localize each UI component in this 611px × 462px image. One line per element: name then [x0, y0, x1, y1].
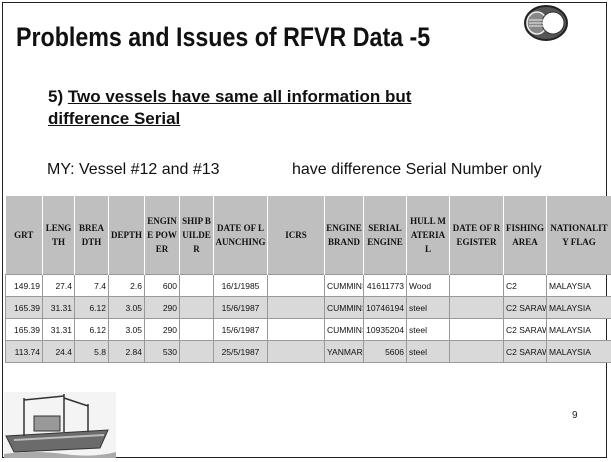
header-cell: DEPTH: [108, 196, 145, 275]
header-cell: HULL MATERIAL: [406, 196, 450, 275]
table-cell: 24.4: [42, 340, 75, 363]
table-cell: 6.12: [74, 296, 109, 319]
table-cell: Wood: [406, 274, 450, 297]
header-cell: LENGTH: [42, 196, 75, 275]
header-cell: SHIP BUILDER: [179, 196, 214, 275]
table-cell: 5606: [363, 340, 407, 363]
table-cell: 31.31: [42, 296, 75, 319]
table-cell: 530: [144, 340, 180, 363]
table-cell: [179, 274, 214, 297]
header-cell: ICRS: [267, 196, 325, 275]
header-cell: BREADTH: [74, 196, 109, 275]
data-table: GRT LENGTH BREADTH DEPTH ENGINE POWER SHIP BU…: [5, 196, 611, 363]
table-cell: 3.05: [108, 318, 145, 341]
table-cell: 113.74: [5, 340, 43, 363]
table-cell: C2: [503, 274, 547, 297]
subtitle-text: Two vessels have same all information bu…: [48, 87, 412, 128]
table-cell: C2 SARAWAK: [503, 340, 547, 363]
table-cell: 3.05: [108, 296, 145, 319]
table-cell: 600: [144, 274, 180, 297]
table-cell: CUMMINS: [324, 318, 364, 341]
table-cell: 27.4: [42, 274, 75, 297]
table-cell: [267, 318, 325, 341]
table-cell: 149.19: [5, 274, 43, 297]
table-cell: [179, 296, 214, 319]
table-cell: 15/6/1987: [213, 296, 268, 319]
table-cell: [179, 340, 214, 363]
note-right: have difference Serial Number only: [292, 161, 542, 178]
table-cell: YANMAR: [324, 340, 364, 363]
page-number: 9: [572, 410, 578, 421]
table-cell: 10746194: [363, 296, 407, 319]
subtitle: 5) Two vessels have same all information…: [48, 86, 488, 130]
table-cell: C2 SARAWAK: [503, 296, 547, 319]
table-cell: CUMMINS: [324, 296, 364, 319]
header-cell: ENGINE BRAND: [324, 196, 364, 275]
header-cell: FISHING AREA: [503, 196, 547, 275]
table-cell: 7.4: [74, 274, 109, 297]
header-cell: GRT: [5, 196, 43, 275]
table-cell: [449, 318, 504, 341]
table-cell: [267, 274, 325, 297]
table-cell: steel: [406, 318, 450, 341]
table-cell: [449, 296, 504, 319]
table-cell: steel: [406, 340, 450, 363]
table-row: 113.74 24.4 5.8 2.84 530 25/5/1987 YANMAR 5606 s…: [5, 340, 611, 363]
table-cell: [267, 340, 325, 363]
subtitle-number: 5): [48, 87, 64, 106]
table-cell: 6.12: [74, 318, 109, 341]
table-cell: 25/5/1987: [213, 340, 268, 363]
table-cell: 31.31: [42, 318, 75, 341]
table-cell: steel: [406, 296, 450, 319]
table-cell: [179, 318, 214, 341]
table-cell: [449, 274, 504, 297]
table-cell: 2.6: [108, 274, 145, 297]
table-cell: 165.39: [5, 296, 43, 319]
slide-title: Problems and Issues of RFVR Data -5: [16, 22, 431, 52]
table-cell: 16/1/1985: [213, 274, 268, 297]
table-cell: 165.39: [5, 318, 43, 341]
logo: [524, 5, 568, 41]
table-body: 149.1927.47.42.660016/1/1985CUMMINS41611…: [5, 274, 611, 363]
table-cell: [267, 296, 325, 319]
table-cell: 15/6/1987: [213, 318, 268, 341]
table-cell: 5.8: [74, 340, 109, 363]
table-cell: MALAYSIA: [546, 274, 611, 297]
boat-image: [4, 392, 116, 458]
table-cell: MALAYSIA: [546, 296, 611, 319]
table-cell: MALAYSIA: [546, 340, 611, 363]
note: MY: Vessel #12 and #13 have difference Se…: [47, 161, 542, 179]
header-cell: ENGINE POWER: [144, 196, 180, 275]
table-cell: CUMMINS: [324, 274, 364, 297]
header-cell: NATIONALITY FLAG: [546, 196, 611, 275]
table-cell: C2 SARAWAK: [503, 318, 547, 341]
table-cell: MALAYSIA: [546, 318, 611, 341]
table-cell: 2.84: [108, 340, 145, 363]
table-cell: [449, 340, 504, 363]
table-cell: 41611773: [363, 274, 407, 297]
header-row: GRT LENGTH BREADTH DEPTH ENGINE POWER SHIP BU…: [5, 196, 611, 275]
table-cell: 290: [144, 296, 180, 319]
table-cell: 290: [144, 318, 180, 341]
header-cell: DATE OF REGISTER: [449, 196, 504, 275]
header-cell: DATE OF LAUNCHING: [213, 196, 268, 275]
header-cell: SERIAL ENGINE: [363, 196, 407, 275]
note-left: MY: Vessel #12 and #13: [47, 161, 220, 178]
table-cell: 10935204: [363, 318, 407, 341]
